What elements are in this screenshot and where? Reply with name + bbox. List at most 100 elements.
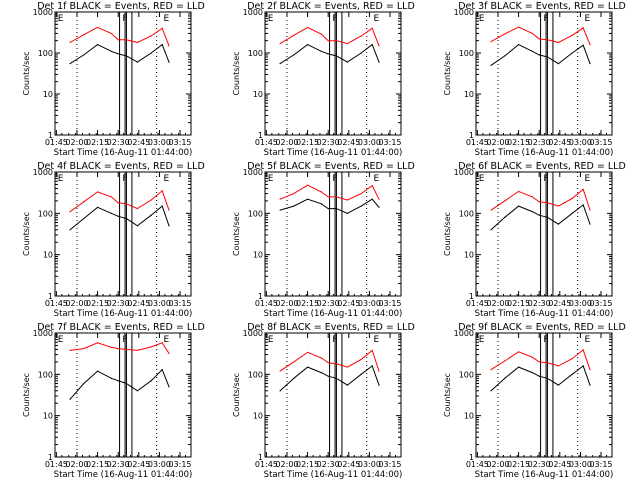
x-tick-label: 02:45 [337,299,360,308]
lld-series-point [110,346,112,348]
x-tick-label: 03:00 [358,138,381,147]
events-series-point [517,366,520,368]
panel-title: Det 6f BLACK = Events, RED = LLD [458,161,626,172]
lld-series-point [96,26,99,29]
lld-series-point [150,199,152,201]
lld-series [490,26,591,45]
y-tick-label: 100 [248,370,263,379]
events-series-point [117,53,119,55]
events-series-point [589,223,591,225]
x-tick-label: 02:00 [65,299,88,308]
lld-series-point [589,369,591,371]
y-tick-label: 100 [248,209,263,218]
x-tick-label: 02:45 [548,138,571,147]
y-tick-label: 10 [43,251,53,260]
lld-series-point [83,34,85,36]
x-tick-label: 02:30 [528,138,551,147]
lld-series-point [346,199,349,201]
lld-series-point [538,201,540,203]
lld-series-point [279,42,281,45]
events-series-point [346,212,349,214]
lld-series-point [546,202,549,204]
lld-series-point [83,201,85,203]
lld-series [279,26,380,46]
interval-marker-label: E [268,14,274,24]
panel-title: Det 9f BLACK = Events, RED = LLD [458,322,626,333]
interval-marker-label: E [585,335,591,345]
lld-series-point [335,40,338,42]
x-axis-label: Start Time (16-Aug-11 01:44:00) [475,148,614,158]
events-series-point [83,54,85,56]
lld-series [69,26,170,46]
events-series-point [546,216,549,218]
interval-marker-label: E [374,14,380,24]
x-tick-label: 03:15 [589,138,612,147]
lld-series-point [335,196,338,198]
panel-title: Det 2f BLACK = Events, RED = LLD [247,1,415,12]
y-axis-label: Counts/sec [22,51,31,95]
lld-series-point [517,190,520,192]
lld-series-point [96,342,99,344]
y-tick-label: 1000 [33,329,53,338]
events-series-point [136,225,139,227]
lld-series-point [293,34,295,36]
lld-series-point [136,41,139,44]
lld-series-point [360,35,362,37]
x-tick-label: 01:45 [45,299,68,308]
lld-series-point [117,347,119,350]
lld-series-point [168,352,170,355]
lld-series-point [582,349,584,351]
events-series-point [110,212,112,214]
events-series-point [360,52,362,54]
interval-marker-label: E [479,335,485,345]
x-tick-label: 02:15 [86,460,109,469]
events-series-point [110,50,112,52]
events-series-point [335,208,338,210]
x-tick-label: 01:45 [466,138,489,147]
events-series-point [490,64,492,66]
events-series-point [531,211,533,213]
events-series-point [490,390,492,392]
lld-series-point [531,196,533,198]
lld-series-point [117,39,119,41]
events-series-point [371,365,373,367]
lld-series-point [490,209,492,211]
events-series-point [490,229,492,231]
x-tick-label: 02:00 [65,138,88,147]
x-tick-label: 02:30 [107,138,130,147]
events-series [69,43,170,65]
lld-series-point [161,27,163,29]
y-tick-label: 10 [464,412,474,421]
y-axis-label: Counts/sec [232,373,241,417]
events-series-point [538,54,540,56]
events-series-point [96,370,99,372]
lld-series-point [589,209,591,211]
lld-series [70,342,170,354]
y-tick-label: 1 [258,453,263,462]
lld-series-point [346,42,349,45]
events-series [490,365,591,392]
interval-marker-label: F [122,14,127,24]
x-tick-label: 01:45 [255,460,278,469]
interval-marker-label: E [268,174,274,184]
events-series-point [306,366,309,368]
detector-panel-9: Det 9f BLACK = Events, RED = LLD 1 10 100 10… [443,322,626,480]
y-tick-label: 1000 [243,8,263,17]
events-series [69,205,170,231]
lld-series-point [546,39,549,41]
interval-marker-label: E [58,14,64,24]
x-tick-label: 03:00 [148,460,171,469]
x-tick-label: 02:45 [127,460,150,469]
y-axis-label: Counts/sec [22,212,31,256]
panel-title: Det 1f BLACK = Events, RED = LLD [37,1,205,12]
lld-series-point [557,205,560,207]
events-series-point [161,205,163,207]
events-series-point [293,377,295,379]
y-tick-label: 1000 [454,329,474,338]
y-tick-label: 1000 [243,329,263,338]
x-tick-label: 01:45 [466,299,489,308]
events-series [279,365,380,392]
lld-series-point [136,208,139,210]
events-series-point [150,380,152,382]
